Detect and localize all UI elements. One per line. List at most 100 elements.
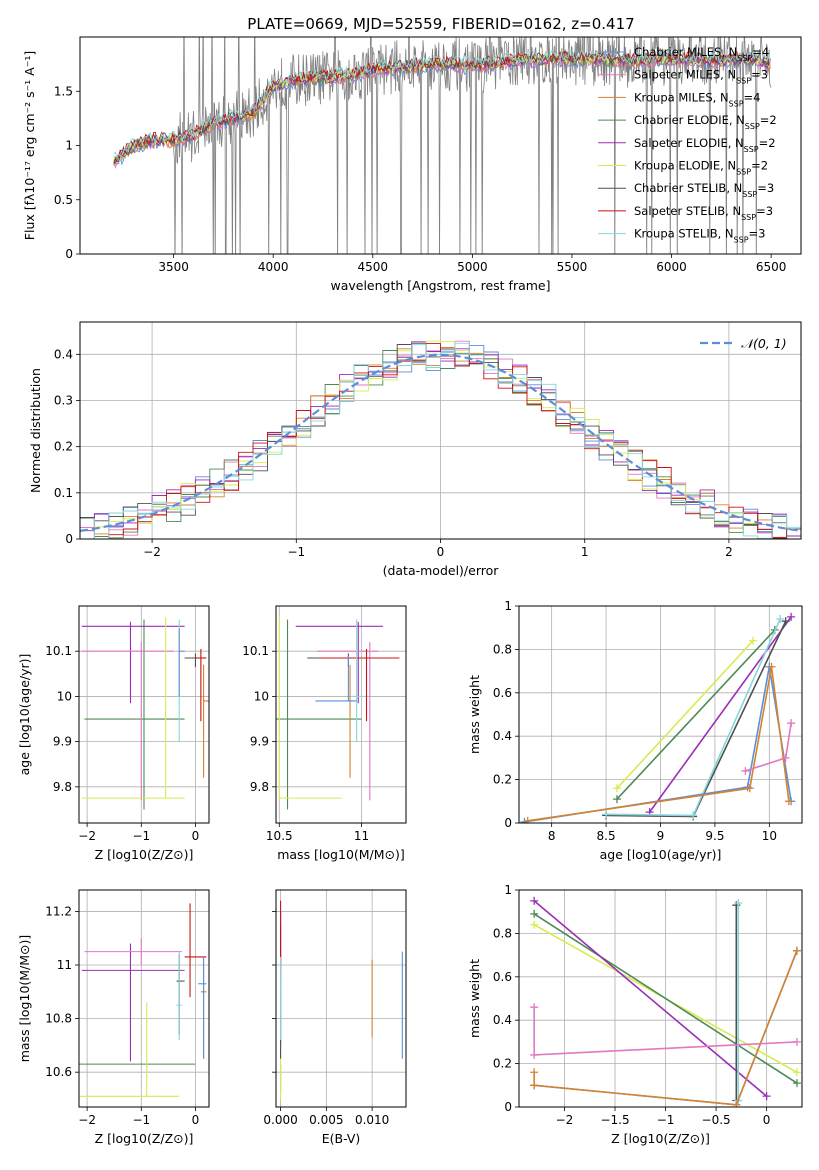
legend-entry: Salpeter STELIB, NSSP=3: [634, 204, 773, 222]
legend-entry: Chabrier MILES, NSSP=4: [634, 45, 769, 63]
x-tick-label: 8.5: [597, 829, 616, 843]
y-tick-label: 0.3: [54, 393, 73, 407]
weight-point-marker: [530, 1003, 539, 1012]
x-tick-label: 11: [354, 829, 369, 843]
x-tick-label: 5500: [557, 260, 588, 274]
y-axis-label: mass weight: [467, 959, 482, 1038]
weight-point-marker: [689, 811, 698, 820]
plot-area: [276, 617, 400, 810]
x-axis-label: (data-model)/error: [383, 563, 500, 578]
legend-entry: Chabrier ELODIE, NSSP=2: [634, 113, 777, 131]
x-tick-label: −1: [132, 1113, 150, 1127]
weight-point-marker: [781, 617, 790, 626]
axes-frame: [78, 889, 210, 1108]
weight-point-marker: [734, 899, 743, 908]
y-tick-label: 0: [65, 247, 73, 261]
weight-series-line: [533, 900, 768, 1097]
weight-series-line: [648, 616, 792, 813]
x-tick-label: 0.010: [355, 1113, 389, 1127]
axes-frame: [275, 889, 407, 1108]
x-tick-label: 2: [725, 545, 733, 559]
y-axis-label: mass weight: [467, 675, 482, 754]
plot-area: [80, 340, 801, 539]
x-tick-label: 1: [581, 545, 589, 559]
plot-area: [79, 903, 207, 1097]
x-axis-label: Z [log10(Z/Z⊙)]: [611, 1131, 710, 1146]
weight-point-marker: [741, 766, 750, 775]
x-tick-label: −1: [657, 1113, 675, 1127]
y-tick-label: 1.5: [54, 84, 73, 98]
weight-point-marker: [792, 1079, 801, 1088]
weight-point-marker: [530, 896, 539, 905]
weight-series-line: [606, 620, 787, 818]
x-axis-label: Z [log10(Z/Z⊙)]: [95, 1131, 194, 1146]
y-tick-label: 10: [57, 689, 72, 703]
legend-entry: Kroupa ELODIE, NSSP=2: [634, 159, 768, 177]
x-axis-label: Z [log10(Z/Z⊙)]: [95, 847, 194, 862]
weight-series-line: [527, 666, 790, 822]
y-tick-label: 0: [504, 816, 512, 830]
y-axis-label: Flux [fλ10⁻¹⁷ erg cm⁻² s⁻¹ A⁻¹]: [22, 51, 37, 240]
plot-area: [530, 896, 801, 1107]
figure-title: PLATE=0669, MJD=52559, FIBERID=0162, z=0…: [247, 15, 634, 33]
panel-mass_vs_ebv: 0.000 0.005 0.010 E(B-V): [263, 889, 407, 1146]
legend-entry: Salpeter MILES, NSSP=3: [634, 68, 768, 86]
weight-point-marker: [530, 1050, 539, 1059]
plot-area: [81, 617, 209, 810]
x-tick-label: 0: [192, 1113, 200, 1127]
panel-weight_vs_age: 8 8.5 9 9.5 10 0 0.2 0.4 0.6 0.8 1 age [log10(age/y…: [467, 599, 803, 862]
weight-point-marker: [776, 615, 785, 624]
x-tick-label: −2: [78, 829, 96, 843]
legend-entry: Kroupa MILES, NSSP=4: [634, 90, 760, 108]
x-tick-label: 6500: [756, 260, 787, 274]
y-axis-label: age [log10(age/yr)]: [17, 654, 32, 776]
weight-point-marker: [530, 909, 539, 918]
y-tick-label: 11: [57, 958, 72, 972]
x-tick-label: 10: [762, 829, 777, 843]
y-tick-label: 10.1: [45, 644, 72, 658]
axes-frame: [78, 605, 210, 824]
weight-point-marker: [530, 1081, 539, 1090]
y-tick-label: 1: [504, 883, 512, 897]
gaussian-curve: [80, 353, 801, 532]
y-tick-label: 9.8: [53, 780, 72, 794]
weight-point-marker: [787, 612, 796, 621]
y-tick-label: 0.6: [493, 686, 512, 700]
plot-area: [113, 37, 772, 254]
x-tick-label: 0: [192, 829, 200, 843]
weight-point-marker: [602, 810, 611, 819]
panel-mass_vs_Z: −2 −1 0 10.6 10.8 11 11.2 Z [log10(Z/Z⊙)] mass […: [17, 889, 210, 1146]
weight-series-line: [616, 640, 754, 789]
weight-point-marker: [612, 784, 621, 793]
weight-point-marker: [749, 636, 758, 645]
x-tick-label: 4500: [358, 260, 389, 274]
y-tick-label: 1: [504, 599, 512, 613]
legend-entry: Salpeter ELODIE, NSSP=2: [634, 136, 776, 154]
axes-frame: [79, 36, 802, 255]
y-tick-label: 0.8: [493, 642, 512, 656]
panel-residuals: −2 −1 0 1 2 0 0.1 0.2 0.3 0.4 (data-model)/error No…: [28, 321, 802, 578]
weight-point-marker: [792, 1068, 801, 1077]
x-tick-label: −1.5: [600, 1113, 629, 1127]
y-tick-label: 0.2: [54, 440, 73, 454]
x-tick-label: 4000: [258, 260, 289, 274]
plot-area: [280, 900, 403, 1099]
observed-spectrum: [113, 37, 772, 254]
x-tick-label: −2: [143, 545, 161, 559]
x-tick-label: 5000: [457, 260, 488, 274]
panel-age_vs_Z: −2 −1 0 9.8 9.9 10 10.1 Z [log10(Z/Z⊙)] age [log…: [17, 605, 210, 862]
y-tick-label: 0.2: [493, 1057, 512, 1071]
x-tick-label: −1: [287, 545, 305, 559]
panel-weight_vs_Z: −2 −1.5 −1 −0.5 0 0 0.2 0.4 0.6 0.8 1 Z [log10(Z/Z⊙…: [467, 883, 803, 1146]
weight-point-marker: [530, 1068, 539, 1077]
y-tick-label: 11.2: [45, 904, 72, 918]
panel-age_vs_mass: 10.5 11 9.8 9.9 10 10.1 mass [log10(M/M⊙)]: [242, 605, 407, 862]
axes-frame: [518, 605, 803, 824]
weight-point-marker: [767, 662, 776, 671]
weight-point-marker: [792, 1037, 801, 1046]
weight-point-marker: [745, 784, 754, 793]
y-tick-label: 10.1: [242, 644, 269, 658]
weight-series-line: [616, 629, 776, 800]
y-tick-label: 0.8: [493, 926, 512, 940]
